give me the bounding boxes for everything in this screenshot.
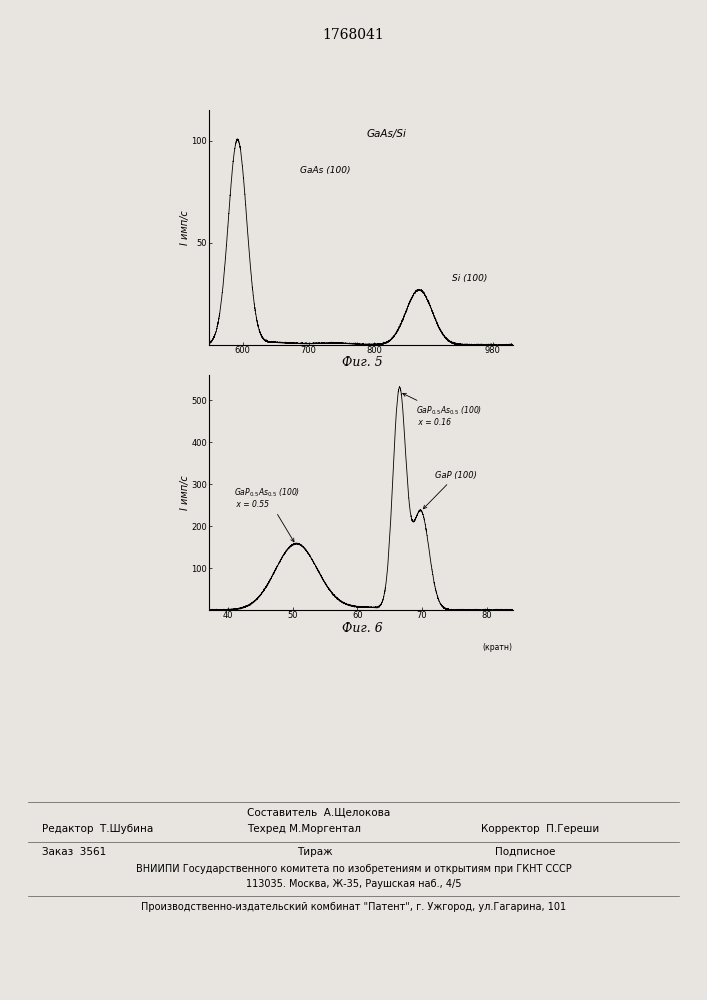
Text: GaP$_{0.5}$As$_{0.5}$ (100)
 x = 0.55: GaP$_{0.5}$As$_{0.5}$ (100) x = 0.55 (235, 486, 300, 542)
Y-axis label: I имп/с: I имп/с (180, 475, 190, 510)
Text: Производственно-издательский комбинат "Патент", г. Ужгород, ул.Гагарина, 101: Производственно-издательский комбинат "П… (141, 902, 566, 912)
Text: Фиг. 5: Фиг. 5 (341, 356, 382, 369)
Text: Корректор  П.Гереши: Корректор П.Гереши (481, 824, 599, 834)
Text: GaP (100): GaP (100) (423, 471, 477, 509)
Text: Заказ  3561: Заказ 3561 (42, 847, 107, 857)
Text: ВНИИПИ Государственного комитета по изобретениям и открытиям при ГКНТ СССР: ВНИИПИ Государственного комитета по изоб… (136, 864, 571, 874)
Text: GaP$_{0.5}$As$_{0.5}$ (100)
 x = 0.16: GaP$_{0.5}$As$_{0.5}$ (100) x = 0.16 (403, 393, 481, 427)
Text: Si (100): Si (100) (452, 274, 487, 284)
Text: GaAs/Si: GaAs/Si (367, 129, 407, 139)
Text: Фиг. 6: Фиг. 6 (341, 622, 382, 635)
Text: (кратн): (кратн) (483, 643, 513, 652)
Y-axis label: I имп/с: I имп/с (180, 210, 190, 245)
Text: 113035. Москва, Ж-35, Раушская наб., 4/5: 113035. Москва, Ж-35, Раушская наб., 4/5 (246, 879, 461, 889)
Text: 1768041: 1768041 (322, 28, 385, 42)
Text: (кратн): (кратн) (483, 378, 513, 387)
Text: Техред М.Моргентал: Техред М.Моргентал (247, 824, 361, 834)
Text: Тираж: Тираж (297, 847, 332, 857)
Text: Редактор  Т.Шубина: Редактор Т.Шубина (42, 824, 153, 834)
Text: Подписное: Подписное (495, 847, 555, 857)
Text: Составитель  А.Щелокова: Составитель А.Щелокова (247, 807, 391, 817)
Text: GaAs (100): GaAs (100) (300, 166, 350, 175)
